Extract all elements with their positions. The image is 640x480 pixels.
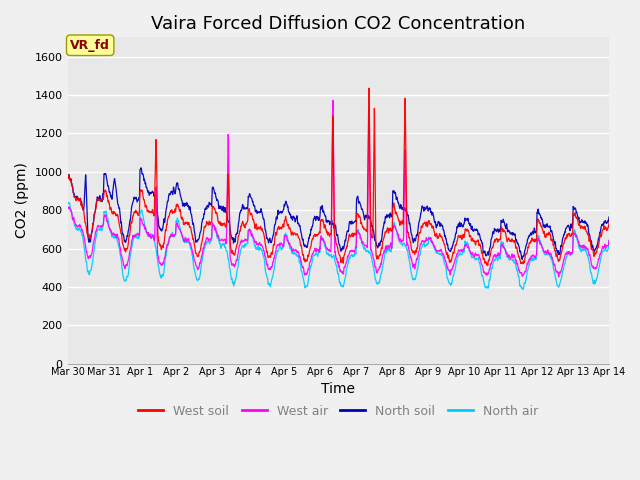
Text: VR_fd: VR_fd	[70, 39, 110, 52]
Legend: West soil, West air, North soil, North air: West soil, West air, North soil, North a…	[133, 400, 543, 423]
X-axis label: Time: Time	[321, 382, 355, 396]
Y-axis label: CO2 (ppm): CO2 (ppm)	[15, 163, 29, 239]
Title: Vaira Forced Diffusion CO2 Concentration: Vaira Forced Diffusion CO2 Concentration	[151, 15, 525, 33]
